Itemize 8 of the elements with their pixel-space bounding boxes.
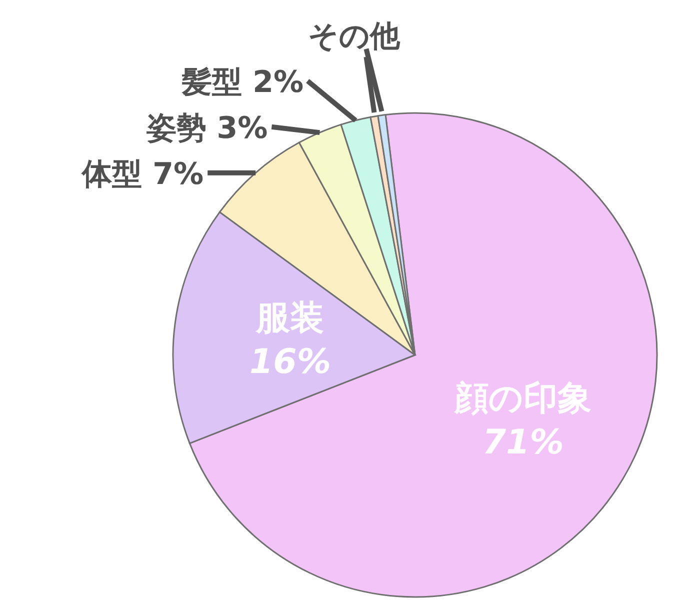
slice-label: 髪型 2% bbox=[181, 64, 304, 100]
data-label: 16% bbox=[250, 342, 331, 382]
slice-label: 顔の印象 bbox=[454, 378, 592, 418]
slice-label: 姿勢 3% bbox=[145, 110, 268, 146]
data-label: 71% bbox=[482, 422, 564, 462]
slice-label: その他 bbox=[308, 18, 402, 54]
slice-label: 体型 7% bbox=[81, 156, 204, 192]
slice-label: 服装 bbox=[255, 298, 324, 338]
